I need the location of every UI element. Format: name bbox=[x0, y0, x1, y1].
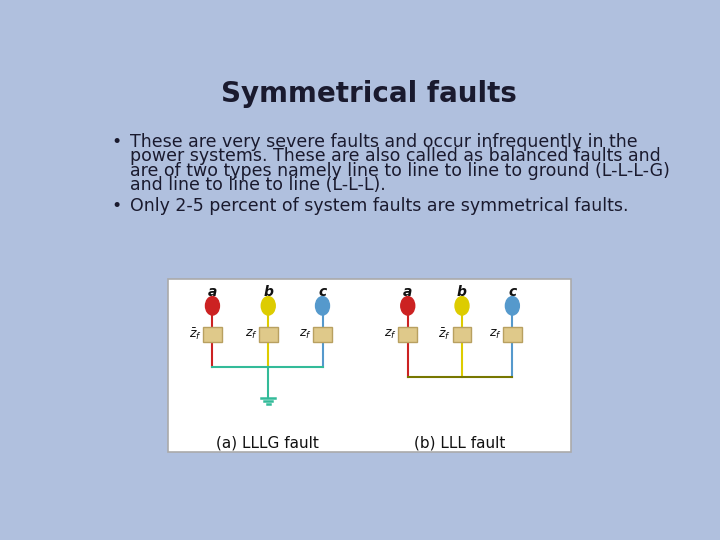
Text: c: c bbox=[318, 285, 327, 299]
Text: Only 2-5 percent of system faults are symmetrical faults.: Only 2-5 percent of system faults are sy… bbox=[130, 197, 629, 215]
FancyBboxPatch shape bbox=[203, 327, 222, 342]
Ellipse shape bbox=[205, 296, 220, 315]
Ellipse shape bbox=[261, 296, 275, 315]
Text: and line to line to line (L-L-L).: and line to line to line (L-L-L). bbox=[130, 177, 386, 194]
Text: •: • bbox=[112, 132, 122, 151]
Text: $z_f$: $z_f$ bbox=[299, 328, 312, 341]
Text: (b) LLL fault: (b) LLL fault bbox=[415, 435, 505, 450]
Text: are of two types namely line to line to line to ground (L-L-L-G): are of two types namely line to line to … bbox=[130, 162, 670, 180]
Text: $\bar{z}_f$: $\bar{z}_f$ bbox=[438, 327, 451, 342]
Text: a: a bbox=[403, 285, 413, 299]
Text: c: c bbox=[508, 285, 516, 299]
FancyBboxPatch shape bbox=[503, 327, 522, 342]
Text: b: b bbox=[457, 285, 467, 299]
Text: $\bar{z}_f$: $\bar{z}_f$ bbox=[189, 327, 202, 342]
FancyBboxPatch shape bbox=[313, 327, 332, 342]
Ellipse shape bbox=[401, 296, 415, 315]
Text: $z_f$: $z_f$ bbox=[489, 328, 502, 341]
Text: $z_f$: $z_f$ bbox=[384, 328, 397, 341]
FancyBboxPatch shape bbox=[398, 327, 417, 342]
Text: •: • bbox=[112, 197, 122, 215]
Text: b: b bbox=[264, 285, 273, 299]
Text: $z_f$: $z_f$ bbox=[245, 328, 258, 341]
Ellipse shape bbox=[505, 296, 519, 315]
Text: a: a bbox=[208, 285, 217, 299]
Text: (a) LLLG fault: (a) LLLG fault bbox=[216, 435, 319, 450]
Ellipse shape bbox=[315, 296, 330, 315]
Text: These are very severe faults and occur infrequently in the: These are very severe faults and occur i… bbox=[130, 132, 638, 151]
FancyBboxPatch shape bbox=[453, 327, 472, 342]
Text: Symmetrical faults: Symmetrical faults bbox=[221, 80, 517, 108]
FancyBboxPatch shape bbox=[168, 279, 570, 452]
Text: power systems. These are also called as balanced faults and: power systems. These are also called as … bbox=[130, 147, 661, 165]
Ellipse shape bbox=[455, 296, 469, 315]
FancyBboxPatch shape bbox=[259, 327, 277, 342]
